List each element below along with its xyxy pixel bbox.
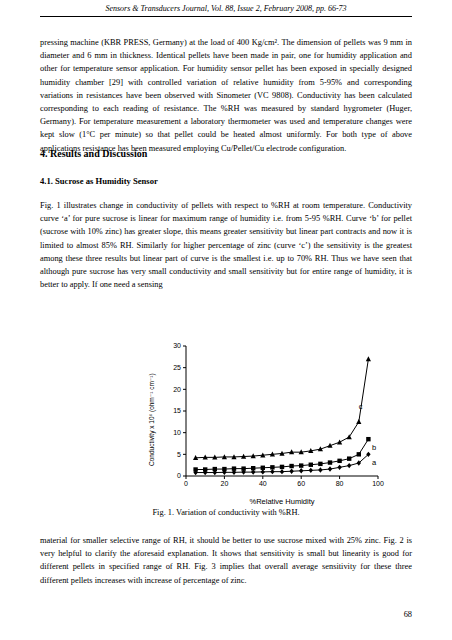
svg-text:5: 5: [177, 451, 181, 458]
svg-text:100: 100: [372, 480, 384, 487]
svg-text:10: 10: [173, 429, 181, 436]
svg-text:0: 0: [177, 472, 181, 479]
svg-text:15: 15: [173, 407, 181, 414]
html-text:Fig. 1 illustrates change in c: Fig. 1 illustrates change in conductivit…: [40, 201, 412, 290]
html-text:pressing machine (KBR PRESS, G: pressing machine (KBR PRESS, Germany) at…: [40, 38, 412, 153]
svg-text:30: 30: [173, 342, 181, 349]
svg-text:20: 20: [221, 480, 229, 487]
svg-text:0: 0: [184, 480, 188, 487]
svg-text:60: 60: [297, 480, 305, 487]
svg-text:80: 80: [336, 480, 344, 487]
html-text:Sensors & Transducers Journal,: Sensors & Transducers Journal, Vol. 88, …: [105, 4, 347, 13]
svg-text:25: 25: [173, 364, 181, 371]
html-text:material for smaller selective: material for smaller selective range of …: [40, 536, 412, 585]
svg-text:b: b: [372, 443, 376, 452]
svg-text:Conductivity x 10⁶ (ohm⁻¹ cm⁻¹: Conductivity x 10⁶ (ohm⁻¹ cm⁻¹): [148, 373, 156, 466]
svg-text:40: 40: [259, 480, 267, 487]
html-text:Fig. 1. Variation of conductiv: Fig. 1. Variation of conductivity with %…: [152, 508, 300, 517]
html-text:4. Results and Discussion: 4. Results and Discussion: [40, 148, 148, 159]
html-text:4.1. Sucrose as Humidity Senso: 4.1. Sucrose as Humidity Sensor: [40, 176, 158, 186]
svg-text:a: a: [372, 458, 377, 467]
svg-text:%Relative Humidity: %Relative Humidity: [249, 497, 314, 506]
svg-text:c: c: [359, 402, 363, 411]
svg-text:20: 20: [173, 386, 181, 393]
html-text:68: 68: [403, 610, 412, 619]
